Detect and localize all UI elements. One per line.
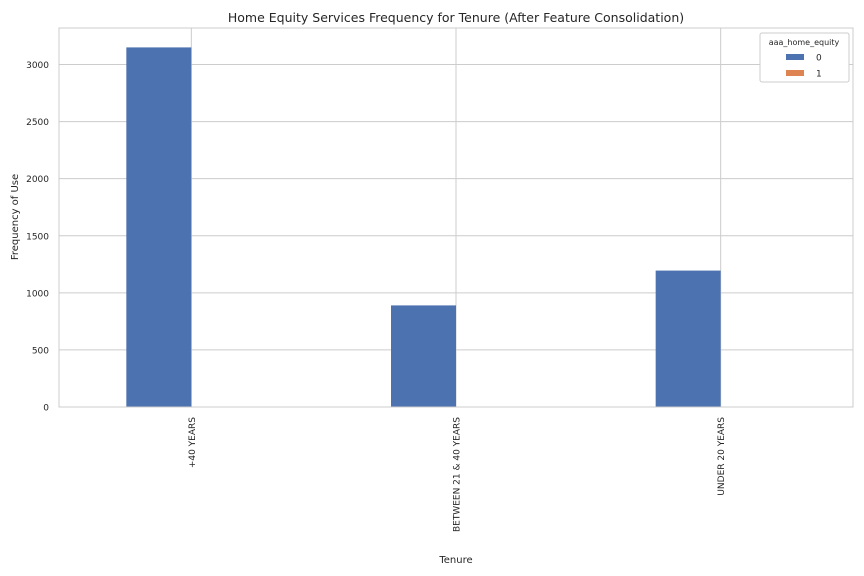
- bar-series-0-2: [655, 270, 721, 407]
- x-axis-label: Tenure: [438, 555, 472, 566]
- legend-label-1: 1: [816, 70, 822, 80]
- y-axis-label: Frequency of Use: [10, 174, 21, 260]
- x-tick-label: +40 YEARS: [188, 417, 198, 468]
- x-tick-label: BETWEEN 21 & 40 YEARS: [453, 417, 463, 532]
- y-tick-label: 2000: [26, 175, 49, 185]
- bar-series-0-0: [126, 47, 192, 408]
- legend-box: [759, 32, 850, 83]
- bar-series-0-1: [391, 305, 456, 407]
- bars: [126, 47, 721, 408]
- legend-label-0: 0: [816, 54, 822, 64]
- y-tick-label: 3000: [26, 61, 49, 71]
- chart-title: Home Equity Services Frequency for Tenur…: [228, 10, 684, 25]
- y-tick-label: 500: [32, 346, 49, 356]
- plot-area: [58, 27, 854, 408]
- y-tick-label: 2500: [26, 118, 49, 128]
- legend-swatch-0: [786, 54, 804, 60]
- y-tick-label: 1500: [26, 232, 49, 242]
- plot-frame: [58, 27, 854, 408]
- legend-entries: 01: [786, 54, 822, 80]
- x-tick-labels: +40 YEARS BETWEEN 21 & 40 YEARS UNDER 20 Y…: [188, 417, 727, 532]
- legend-swatch-1: [786, 70, 804, 76]
- y-tick-label: 0: [43, 404, 49, 414]
- legend-title: aaa_home_equity: [769, 38, 840, 47]
- x-tick-label: UNDER 20 YEARS: [717, 417, 727, 496]
- legend: aaa_home_equity 01: [759, 32, 850, 83]
- y-tick-label: 1000: [26, 289, 49, 299]
- y-tick-labels: 0 500 1000 1500 2000 2500 3000: [26, 61, 49, 413]
